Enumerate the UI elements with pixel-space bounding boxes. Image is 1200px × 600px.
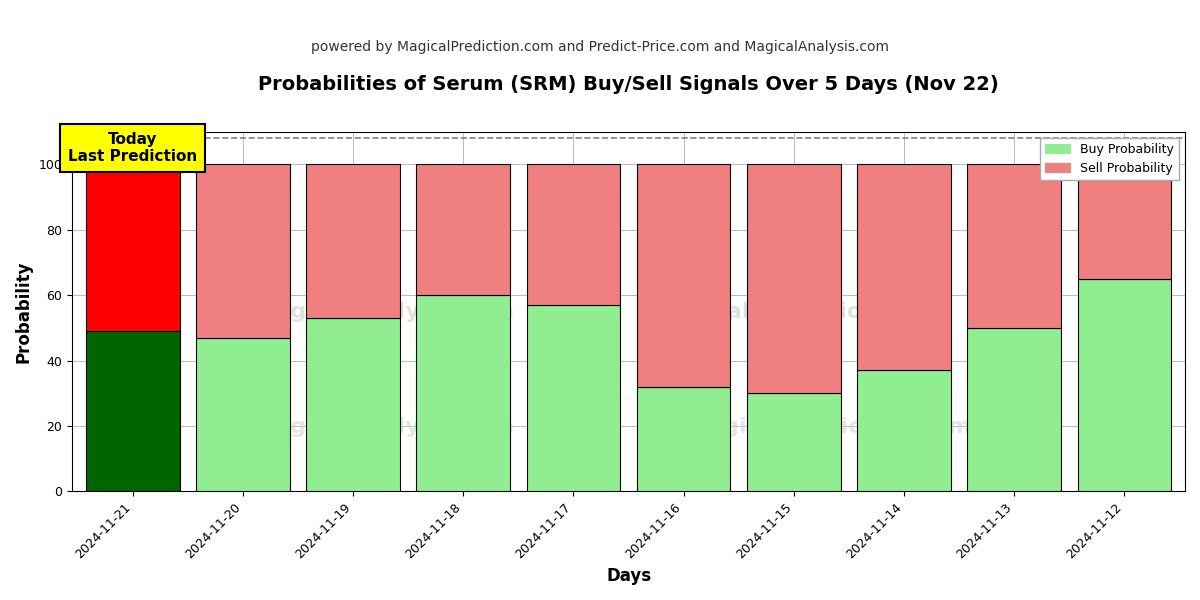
Bar	[306, 318, 400, 491]
Y-axis label: Probability: Probability	[16, 260, 34, 363]
Bar	[857, 164, 950, 370]
Text: Today
Last Prediction: Today Last Prediction	[68, 132, 197, 164]
X-axis label: Days: Days	[606, 567, 652, 585]
Bar	[1078, 164, 1171, 279]
Bar	[857, 370, 950, 491]
Text: MagicalPrediction.com: MagicalPrediction.com	[686, 416, 972, 437]
Bar	[748, 394, 841, 491]
Bar	[967, 164, 1061, 328]
Bar	[637, 164, 731, 387]
Text: MagicalAnalysis.com: MagicalAnalysis.com	[253, 416, 515, 437]
Title: Probabilities of Serum (SRM) Buy/Sell Signals Over 5 Days (Nov 22): Probabilities of Serum (SRM) Buy/Sell Si…	[258, 75, 998, 94]
Bar	[196, 338, 289, 491]
Bar	[86, 331, 180, 491]
Bar	[416, 164, 510, 295]
Bar	[637, 387, 731, 491]
Text: MagicalPrediction.com: MagicalPrediction.com	[653, 302, 938, 322]
Bar	[196, 164, 289, 338]
Legend: Buy Probability, Sell Probability: Buy Probability, Sell Probability	[1040, 138, 1178, 180]
Text: powered by MagicalPrediction.com and Predict-Price.com and MagicalAnalysis.com: powered by MagicalPrediction.com and Pre…	[311, 40, 889, 54]
Bar	[416, 295, 510, 491]
Bar	[306, 164, 400, 318]
Bar	[967, 328, 1061, 491]
Bar	[86, 164, 180, 331]
Bar	[748, 164, 841, 394]
Text: MagicalAnalysis.com: MagicalAnalysis.com	[253, 302, 515, 322]
Bar	[527, 164, 620, 305]
Bar	[527, 305, 620, 491]
Bar	[1078, 279, 1171, 491]
